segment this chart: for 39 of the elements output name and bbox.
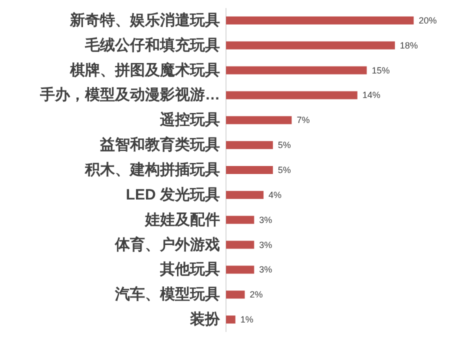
- data-label: 3%: [259, 240, 272, 250]
- y-tick-label: 积木、建构拼插玩具: [84, 162, 220, 178]
- data-label: 14%: [362, 90, 380, 100]
- data-label: 1%: [240, 314, 254, 325]
- bar: [226, 266, 254, 274]
- data-label: 20%: [418, 15, 437, 26]
- bar: [226, 166, 273, 174]
- y-tick-label: 体育、户外游戏: [114, 235, 220, 254]
- bar: [226, 290, 245, 299]
- data-label: 3%: [259, 264, 272, 275]
- data-label: 5%: [278, 165, 291, 175]
- bar: [226, 41, 395, 50]
- y-tick-label: 汽车、模型玩具: [114, 285, 220, 304]
- bar: [226, 91, 358, 100]
- bar: [226, 240, 254, 249]
- y-tick-label: 装扮: [189, 311, 221, 328]
- y-tick-label: LED 发光玩具: [126, 186, 220, 204]
- bar: [226, 190, 264, 199]
- bar: [226, 16, 414, 24]
- y-tick-label: 娃娃及配件: [144, 211, 220, 228]
- data-label: 2%: [250, 290, 263, 300]
- bar: [226, 316, 236, 324]
- data-label: 7%: [296, 115, 310, 126]
- y-tick-label: 其他玩具: [159, 261, 220, 278]
- data-label: 15%: [372, 65, 390, 76]
- data-label: 18%: [400, 40, 418, 50]
- data-label: 4%: [268, 190, 282, 200]
- data-label: 3%: [259, 214, 272, 225]
- bar: [226, 141, 273, 150]
- y-tick-label: 益智和教育类玩具: [99, 136, 220, 154]
- y-tick-label: 遥控玩具: [159, 110, 220, 129]
- y-tick-label: 手办，模型及动漫影视游…: [39, 86, 220, 104]
- bar: [226, 66, 367, 74]
- y-tick-label: 毛绒公仔和填充玩具: [84, 36, 220, 54]
- y-tick-label: 新奇特、娱乐消遣玩具: [69, 10, 220, 29]
- bar: [226, 116, 292, 124]
- y-tick-label: 棋牌、拼图及魔术玩具: [69, 60, 220, 79]
- bar: [226, 216, 254, 224]
- data-label: 5%: [278, 140, 291, 150]
